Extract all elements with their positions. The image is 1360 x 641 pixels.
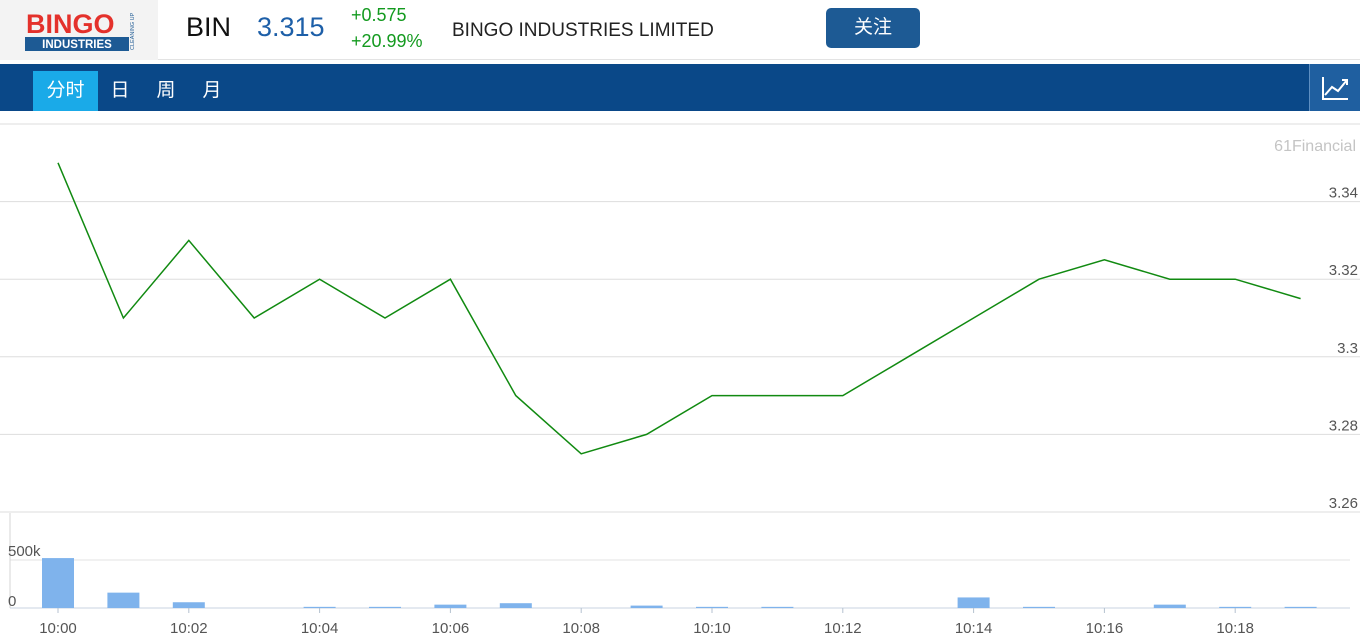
volume-bar xyxy=(696,606,728,608)
volume-bar xyxy=(499,603,532,608)
tab-weekly[interactable]: 周 xyxy=(156,80,176,101)
bingo-logo: BINGO INDUSTRIES CLEANING UP xyxy=(25,9,136,51)
volume-tick-label: 0 xyxy=(8,593,16,610)
volume-bar xyxy=(172,602,205,608)
x-tick-label: 10:12 xyxy=(824,620,862,637)
price-line xyxy=(57,162,1301,455)
volume-bar xyxy=(434,604,467,608)
x-tick-label: 10:04 xyxy=(301,620,339,637)
volume-bar xyxy=(107,592,140,608)
volume-bar xyxy=(303,606,336,608)
tab-monthly[interactable]: 月 xyxy=(202,80,222,101)
chart-watermark: 61Financial xyxy=(1274,138,1356,155)
svg-text:CLEANING UP: CLEANING UP xyxy=(130,12,136,50)
intraday-chart: 3.34 3.32 3.3 3.28 3.26 500k 0 10:00 10:02 10:04 1… xyxy=(0,123,1360,637)
x-tick-label: 10:18 xyxy=(1216,620,1254,637)
svg-text:INDUSTRIES: INDUSTRIES xyxy=(42,39,112,51)
tab-intraday[interactable]: 分时 xyxy=(33,71,98,111)
price-change-percent: +20.99% xyxy=(351,31,423,51)
chart-grid xyxy=(0,123,1360,609)
x-tick-label: 10:00 xyxy=(39,620,77,637)
tab-daily[interactable]: 日 xyxy=(110,80,130,101)
volume-bars xyxy=(42,558,1317,608)
last-price: 3.315 xyxy=(257,12,325,42)
y-tick-label: 3.34 xyxy=(1329,185,1358,202)
volume-bar xyxy=(1153,604,1186,608)
x-tick-label: 10:06 xyxy=(432,620,470,637)
x-tick-label: 10:08 xyxy=(562,620,600,637)
volume-bar xyxy=(761,606,794,608)
price-change: +0.575 xyxy=(351,5,407,25)
x-tick-label: 10:14 xyxy=(955,620,993,637)
period-tabs-bar: 分时 日 周 月 xyxy=(0,64,1360,111)
y-tick-label: 3.3 xyxy=(1337,340,1358,357)
y-tick-label: 3.26 xyxy=(1329,495,1358,512)
volume-bar xyxy=(1219,606,1252,608)
axis-labels: 3.34 3.32 3.3 3.28 3.26 500k 0 10:00 10:02 10:04 1… xyxy=(8,185,1358,637)
chart-type-toggle[interactable] xyxy=(1309,64,1360,111)
volume-bar xyxy=(42,558,74,608)
volume-bar xyxy=(957,597,990,608)
x-tick-label: 10:02 xyxy=(170,620,208,637)
volume-bar xyxy=(369,606,401,608)
company-name: BINGO INDUSTRIES LIMITED xyxy=(452,20,714,41)
y-tick-label: 3.32 xyxy=(1329,262,1358,279)
x-tick-label: 10:10 xyxy=(693,620,731,637)
x-tick-label: 10:16 xyxy=(1086,620,1124,637)
volume-bar xyxy=(1284,606,1317,608)
ticker-symbol: BIN xyxy=(186,12,232,42)
volume-bar xyxy=(630,605,663,608)
line-chart-icon xyxy=(1322,77,1348,100)
volume-tick-label: 500k xyxy=(8,543,41,560)
svg-text:BINGO: BINGO xyxy=(26,9,115,39)
price-line-layer xyxy=(57,162,1301,455)
y-tick-label: 3.28 xyxy=(1329,417,1358,434)
logo-area: BINGO INDUSTRIES CLEANING UP xyxy=(0,0,158,60)
volume-bar xyxy=(1023,606,1055,608)
follow-button[interactable]: 关注 xyxy=(826,8,920,48)
header: BINGO INDUSTRIES CLEANING UP BIN 3.315 +… xyxy=(0,0,1360,60)
